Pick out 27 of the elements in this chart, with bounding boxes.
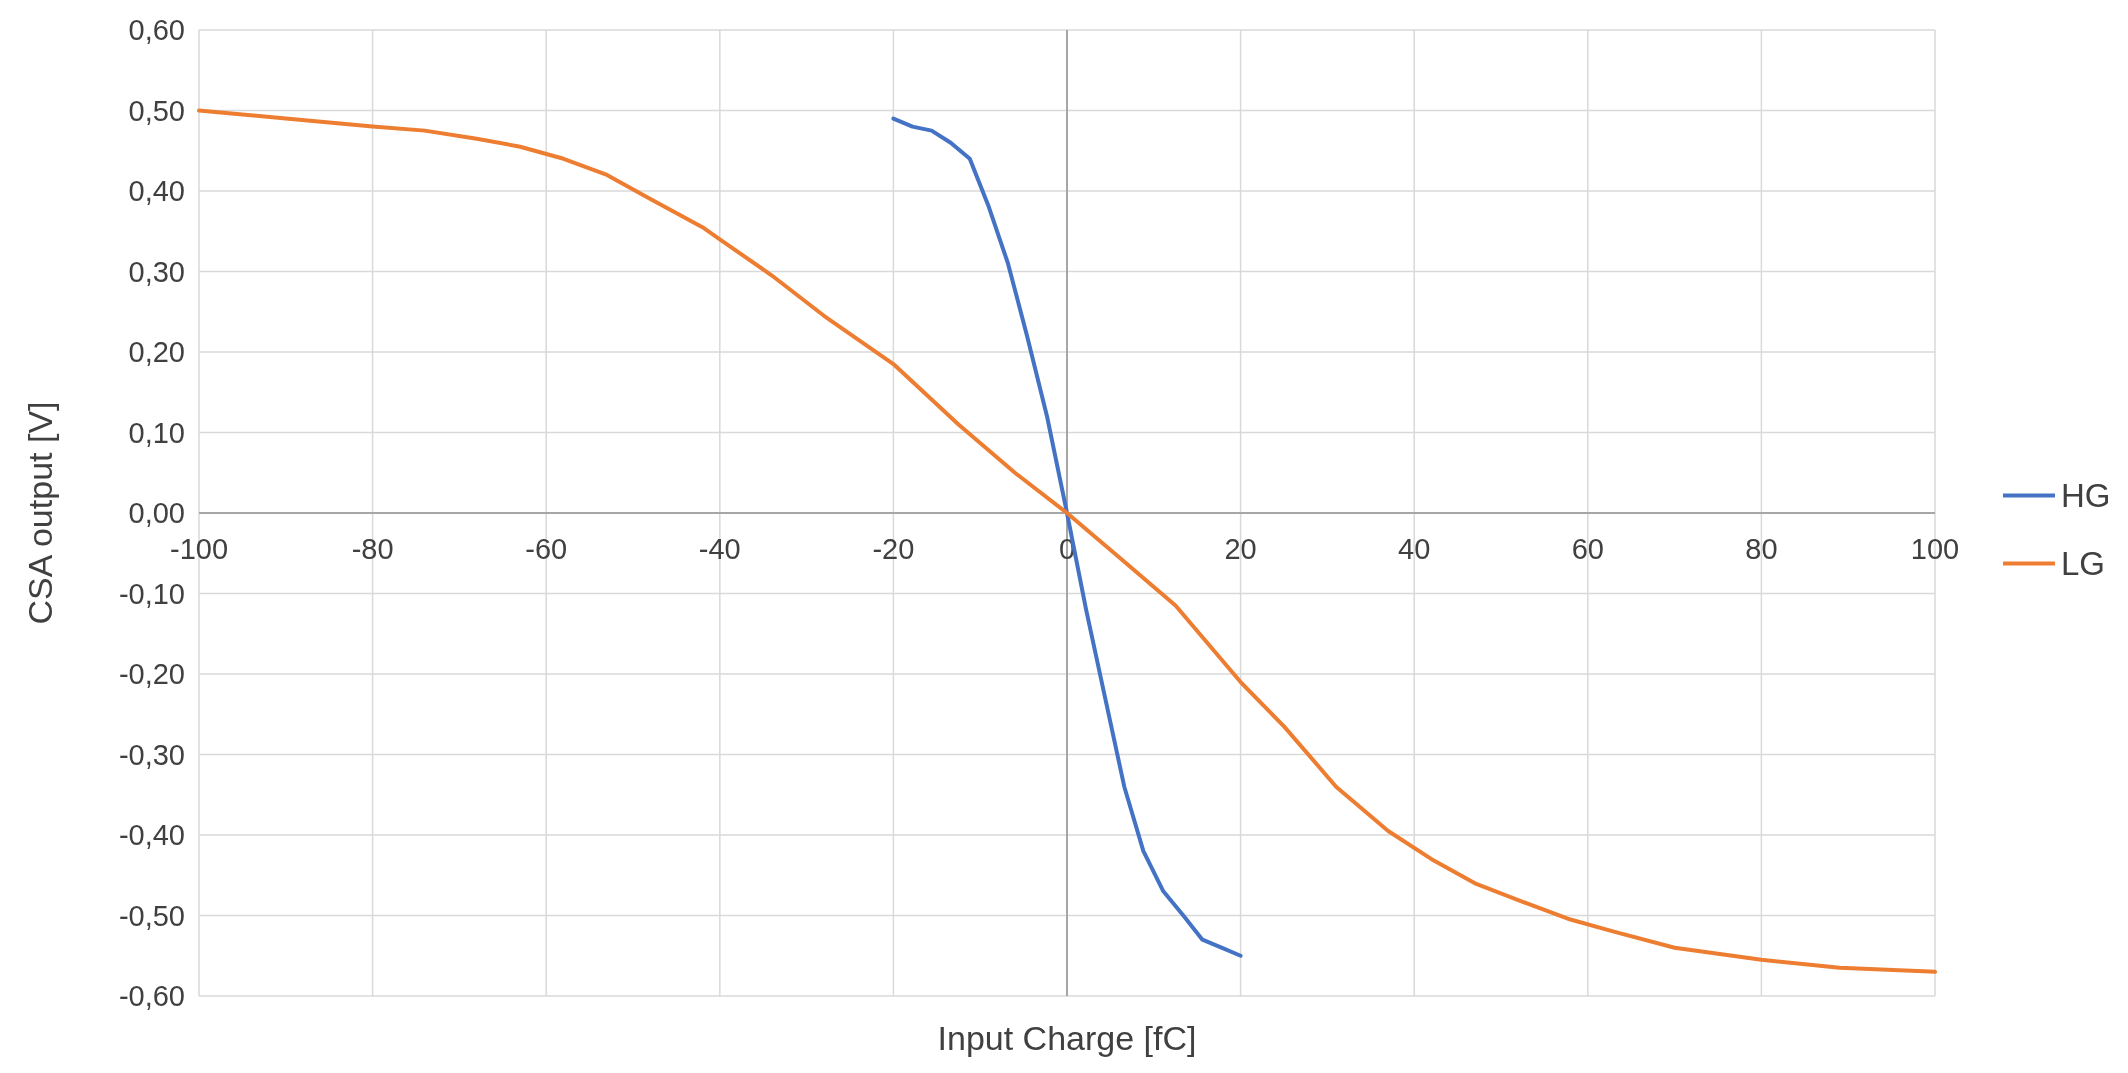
x-tick-label: 60 [1571, 533, 1604, 565]
y-tick-label: 0,60 [128, 14, 185, 46]
x-tick-label: -40 [698, 533, 741, 565]
x-tick-label: 80 [1745, 533, 1778, 565]
x-tick-label: -80 [351, 533, 394, 565]
x-tick-label: 40 [1398, 533, 1431, 565]
y-tick-label: 0,20 [128, 336, 185, 368]
y-tick-label: -0,40 [118, 819, 185, 851]
y-tick-label: 0,10 [128, 416, 185, 449]
x-tick-label: -100 [169, 533, 229, 565]
y-tick-label: -0,50 [118, 899, 185, 932]
x-tick-label: 100 [1910, 533, 1960, 565]
legend-label: LG [2061, 544, 2106, 582]
x-tick-label: 20 [1224, 533, 1257, 565]
x-axis-title: Input Charge [fC] [937, 1019, 1197, 1057]
y-tick-label: -0,10 [118, 577, 185, 610]
y-tick-label: -0,30 [118, 738, 185, 771]
legend-label: HG [2061, 476, 2111, 514]
y-tick-label: 0,00 [128, 497, 185, 529]
y-axis-title: CSA output [V] [21, 401, 59, 625]
y-tick-label: 0,40 [128, 175, 185, 207]
y-tick-label: -0,20 [118, 658, 185, 690]
y-tick-label: 0,30 [128, 255, 185, 288]
x-tick-label: -20 [872, 533, 915, 565]
y-tick-label: 0,50 [128, 94, 185, 127]
y-tick-label: -0,60 [118, 980, 185, 1012]
x-tick-label: -60 [525, 533, 568, 565]
